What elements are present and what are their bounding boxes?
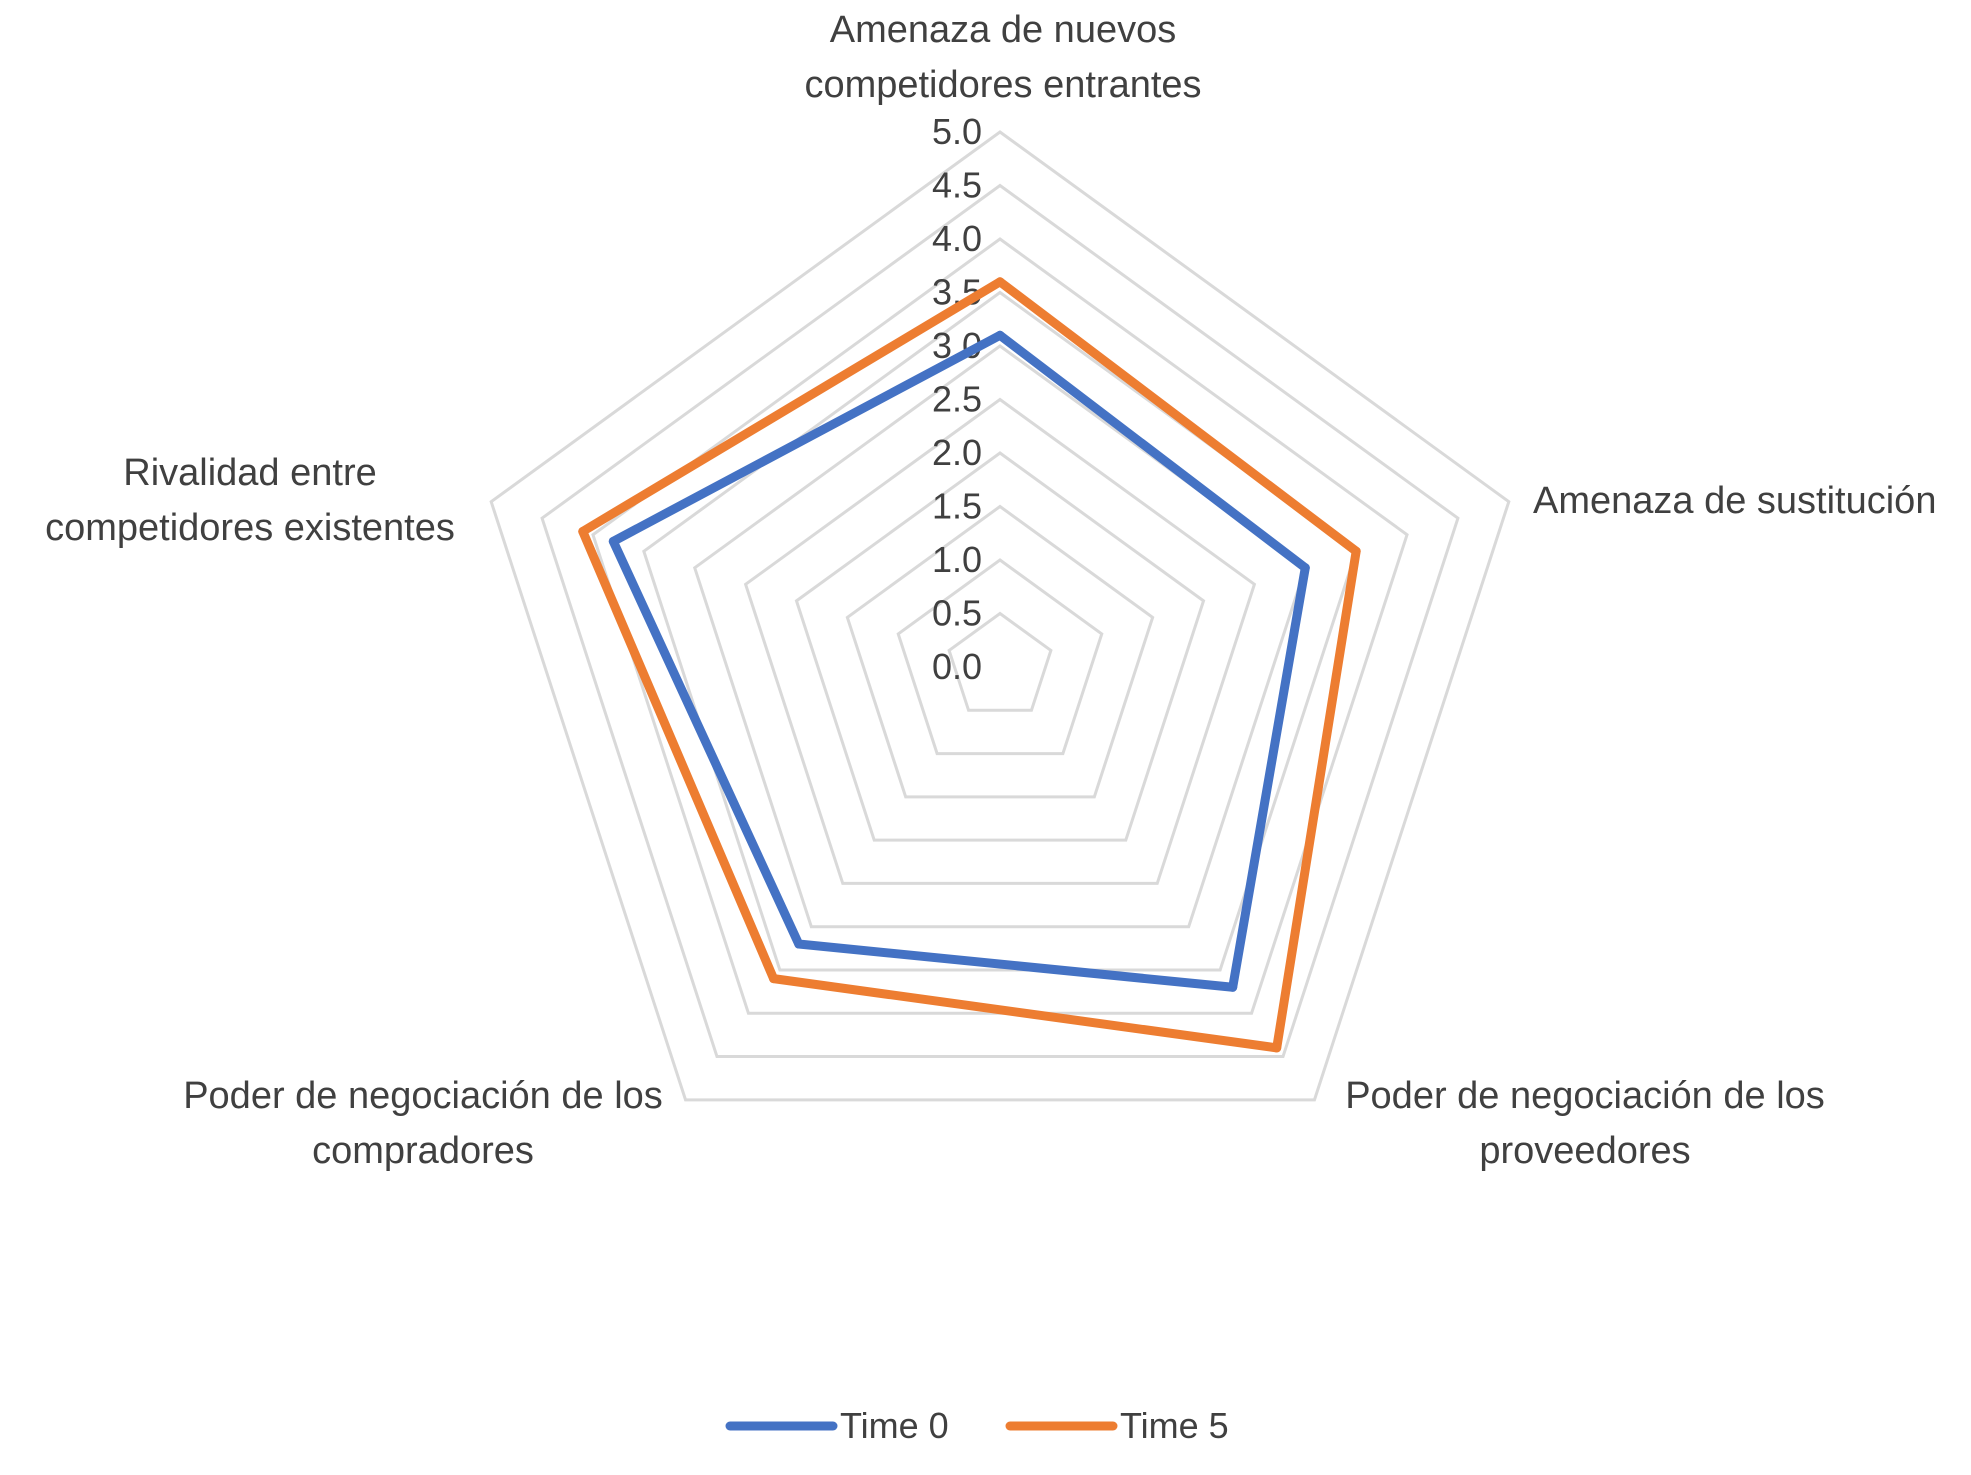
grid-ring-9 [540, 183, 1460, 1059]
tick-label-2: 1.0 [932, 539, 982, 580]
series-0-point-4 [608, 536, 618, 546]
series-1-point-3 [769, 974, 779, 984]
category-label-0-line-1: competidores entrantes [804, 64, 1201, 106]
tick-label-5: 2.5 [932, 379, 982, 420]
legend-label-1: Time 5 [1120, 1405, 1229, 1446]
series-0-point-1 [1300, 563, 1310, 573]
category-label-1: Amenaza de sustitución [1533, 480, 1936, 522]
grid-ring-3 [845, 504, 1155, 799]
category-label-2: Poder de negociación de los proveedores [1345, 1075, 1825, 1172]
series-0-point-2 [1228, 982, 1238, 992]
category-label-0: Amenaza de nuevos competidores entrantes [804, 9, 1201, 106]
series-1-point-0 [995, 277, 1005, 287]
category-label-3-line-1: compradores [312, 1130, 534, 1172]
tick-label-8: 4.0 [932, 218, 982, 259]
tick-label-3: 1.5 [932, 486, 982, 527]
tick-label-10: 5.0 [932, 111, 982, 152]
tick-label-1: 0.5 [932, 593, 982, 634]
category-label-0-line-0: Amenaza de nuevos [830, 9, 1176, 51]
category-label-2-line-1: proveedores [1479, 1130, 1690, 1172]
category-label-4-line-1: competidores existentes [45, 507, 455, 549]
series-1-point-4 [578, 526, 588, 536]
category-label-4: Rivalidad entre competidores existentes [45, 452, 455, 549]
series-line-1 [578, 277, 1361, 1053]
tick-label-9: 4.5 [932, 165, 982, 206]
series-1-point-1 [1351, 546, 1361, 556]
series-line-0 [608, 330, 1310, 992]
category-label-3: Poder de negociación de los compradores [183, 1075, 663, 1172]
grid-ring-5 [743, 397, 1257, 885]
legend-label-0: Time 0 [840, 1405, 949, 1446]
category-label-1-line-0: Amenaza de sustitución [1533, 480, 1936, 522]
series-0-point-3 [794, 939, 804, 949]
category-label-2-line-0: Poder de negociación de los [1345, 1075, 1825, 1117]
tick-label-0: 0.0 [932, 646, 982, 687]
grid-ring-1 [947, 611, 1053, 712]
series-0-point-0 [995, 330, 1005, 340]
series-1-point-2 [1272, 1043, 1282, 1053]
category-label-4-line-0: Rivalidad entre [123, 452, 376, 494]
category-label-3-line-0: Poder de negociación de los [183, 1075, 663, 1117]
grid-ring-10 [489, 130, 1511, 1102]
grid-ring-4 [794, 451, 1206, 842]
tick-label-4: 2.0 [932, 432, 982, 473]
grid-ring-2 [896, 558, 1104, 756]
